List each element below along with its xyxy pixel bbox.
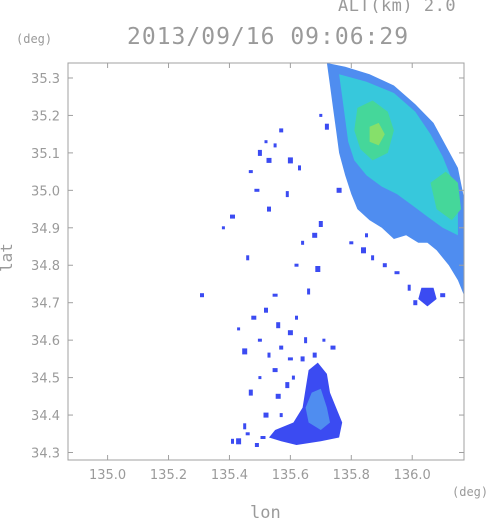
echo-speck [264,140,268,144]
echo-speck [295,315,298,320]
echo-speck [365,233,368,238]
y-tick-label: 34.7 [31,297,60,312]
echo-speck [246,255,250,261]
axis-ticks: 135.0 135.2 135.4 135.6 135.8 136.0 34.3 34.4 34… [31,63,464,483]
echo-speck [236,438,242,445]
y-tick-label: 34.5 [31,372,60,387]
echo-speck [315,266,321,272]
timestamp: 2013/09/16 09:06:29 [127,24,410,50]
echo-speck [413,300,418,306]
y-tick-label: 34.3 [31,447,60,462]
echo-speck [294,263,299,267]
echo-speck [394,271,400,275]
x-tick-label: 135.8 [333,468,370,483]
echo-speck [258,376,262,380]
echo-speck [260,436,266,439]
echo-speck [324,123,329,130]
echo-speck [267,206,271,212]
echo-speck [287,330,293,336]
echo-speck [279,413,283,418]
echo-region-northeast-peak-center [369,122,385,146]
radar-echo-layer [200,63,464,447]
x-tick-label: 135.4 [211,468,248,483]
echo-speck [382,263,387,268]
echo-speck [322,338,326,342]
echo-speck [301,240,305,245]
echo-speck [275,393,281,399]
echo-speck [263,412,269,418]
echo-speck [287,157,293,164]
echo-speck [336,187,342,193]
echo-speck [349,241,354,245]
echo-speck [245,432,250,436]
x-axis-label: lon [250,503,281,523]
y-tick-label: 35.3 [31,72,60,87]
echo-speck [248,389,253,396]
x-tick-label: 135.6 [272,468,309,483]
echo-speck [279,345,284,350]
echo-speck [264,307,268,313]
y-tick-label: 34.4 [31,409,60,424]
echo-speck [272,368,278,373]
lat-unit-label: (deg) [16,32,53,46]
x-tick-label: 135.2 [150,468,187,483]
x-tick-label: 136.0 [394,468,431,483]
y-tick-label: 35.0 [31,184,60,199]
echo-speck [304,337,308,344]
echo-region-east-small-cell [418,287,437,307]
echo-speck [291,375,295,380]
echo-speck [287,357,293,361]
echo-speck [248,170,253,174]
map-frame [67,62,465,461]
echo-speck [312,232,318,238]
y-tick-label: 35.2 [31,109,60,124]
echo-speck [440,293,446,298]
echo-speck [251,315,257,320]
echo-region-south-cell-core [305,388,330,430]
echo-speck [230,214,235,219]
echo-speck [300,356,305,362]
y-tick-label: 35.1 [31,147,60,162]
echo-speck [254,188,260,192]
echo-speck [307,288,311,295]
altitude-label: ALT(km) 2.0 [338,0,457,16]
echo-speck [312,352,317,358]
echo-speck [257,338,262,342]
echo-speck [267,352,271,358]
echo-speck [298,165,301,171]
echo-speck [231,438,234,444]
echo-speck [285,382,290,389]
echo-speck [330,345,336,350]
y-tick-label: 34.9 [31,222,60,237]
echo-speck [200,293,204,298]
echo-speck [279,128,284,133]
echo-speck [285,191,289,198]
lon-unit-label: (deg) [452,485,489,499]
echo-region-northeast-peak-2 [430,171,461,221]
echo-speck [257,149,262,156]
echo-speck [237,327,241,331]
echo-speck [407,284,411,291]
echo-speck [273,143,277,148]
echo-speck [243,423,247,430]
echo-speck [266,157,272,163]
echo-region-south-cell [269,362,343,445]
x-tick-label: 135.0 [89,468,126,483]
echo-speck [254,443,259,447]
y-tick-label: 34.6 [31,334,60,349]
echo-speck [242,348,248,355]
echo-speck [361,247,366,254]
echo-speck [319,113,323,117]
echo-speck [371,255,375,261]
echo-speck [318,221,323,227]
y-tick-label: 34.8 [31,259,60,274]
echo-speck [276,322,281,329]
echo-speck [221,226,225,230]
echo-speck [272,293,278,297]
